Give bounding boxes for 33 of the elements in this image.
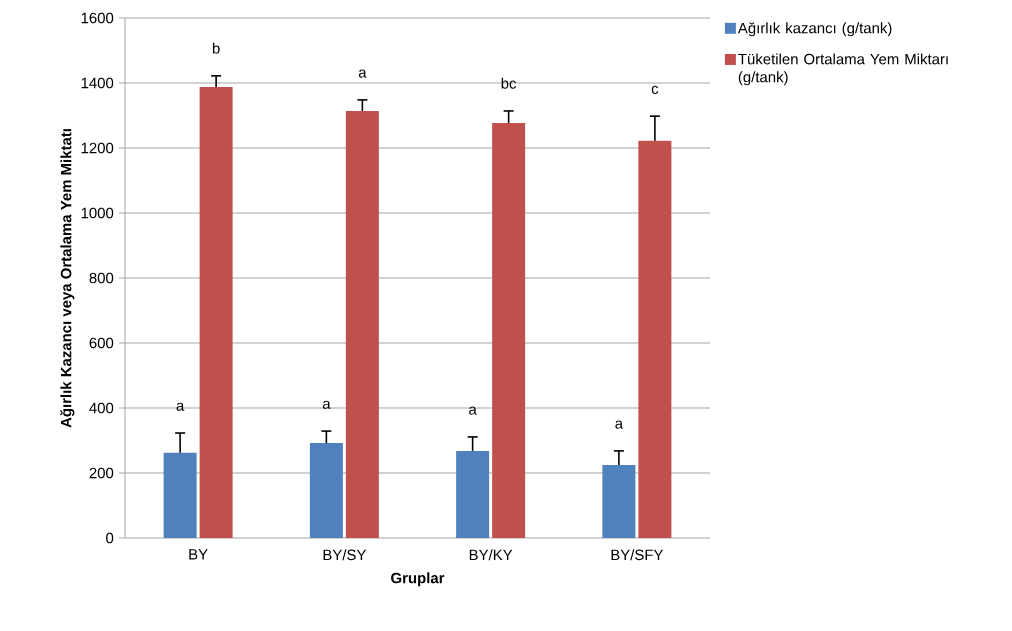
x-tick-label: BY/SFY [611, 549, 664, 561]
x-axis-title: Gruplar [391, 572, 445, 587]
annotation: bc [501, 77, 517, 89]
y-tick-label: 1600 [81, 12, 114, 24]
y-tick-label: 800 [89, 272, 114, 284]
bar [602, 464, 636, 538]
annotation: c [651, 85, 659, 94]
annotation: a [176, 402, 185, 411]
bar [456, 450, 490, 538]
x-tick-label: BY/SY [323, 549, 367, 561]
legend-label: Ağırlık kazancı (g/tank) [737, 22, 892, 37]
y-tick-label: 1000 [81, 207, 114, 219]
y-tick-label: 600 [89, 337, 114, 349]
annotation: a [358, 69, 367, 78]
legend-label: Tüketilen Ortalama Yem Miktarı (g/tank) [738, 53, 948, 86]
annotation: a [322, 400, 331, 409]
y-tick-label: 200 [89, 467, 114, 479]
y-tick-label: 1400 [81, 77, 114, 89]
annotation: b [212, 42, 220, 54]
bar [199, 86, 233, 538]
y-axis-title: Ağırlık Kazancı veya Ortalama Yem Miktatı [60, 129, 75, 428]
bar [492, 122, 526, 538]
bar [345, 110, 379, 538]
annotation: a [469, 406, 477, 415]
y-tick-label: 0 [106, 532, 114, 544]
bar [638, 140, 672, 538]
y-tick-label: 1200 [81, 142, 114, 154]
y-tick-label: 400 [89, 402, 114, 414]
x-tick-label: BY [189, 549, 208, 560]
x-tick-label: BY/KY [469, 549, 513, 561]
annotation: a [615, 420, 624, 429]
bar [309, 443, 343, 538]
bar [163, 452, 197, 538]
